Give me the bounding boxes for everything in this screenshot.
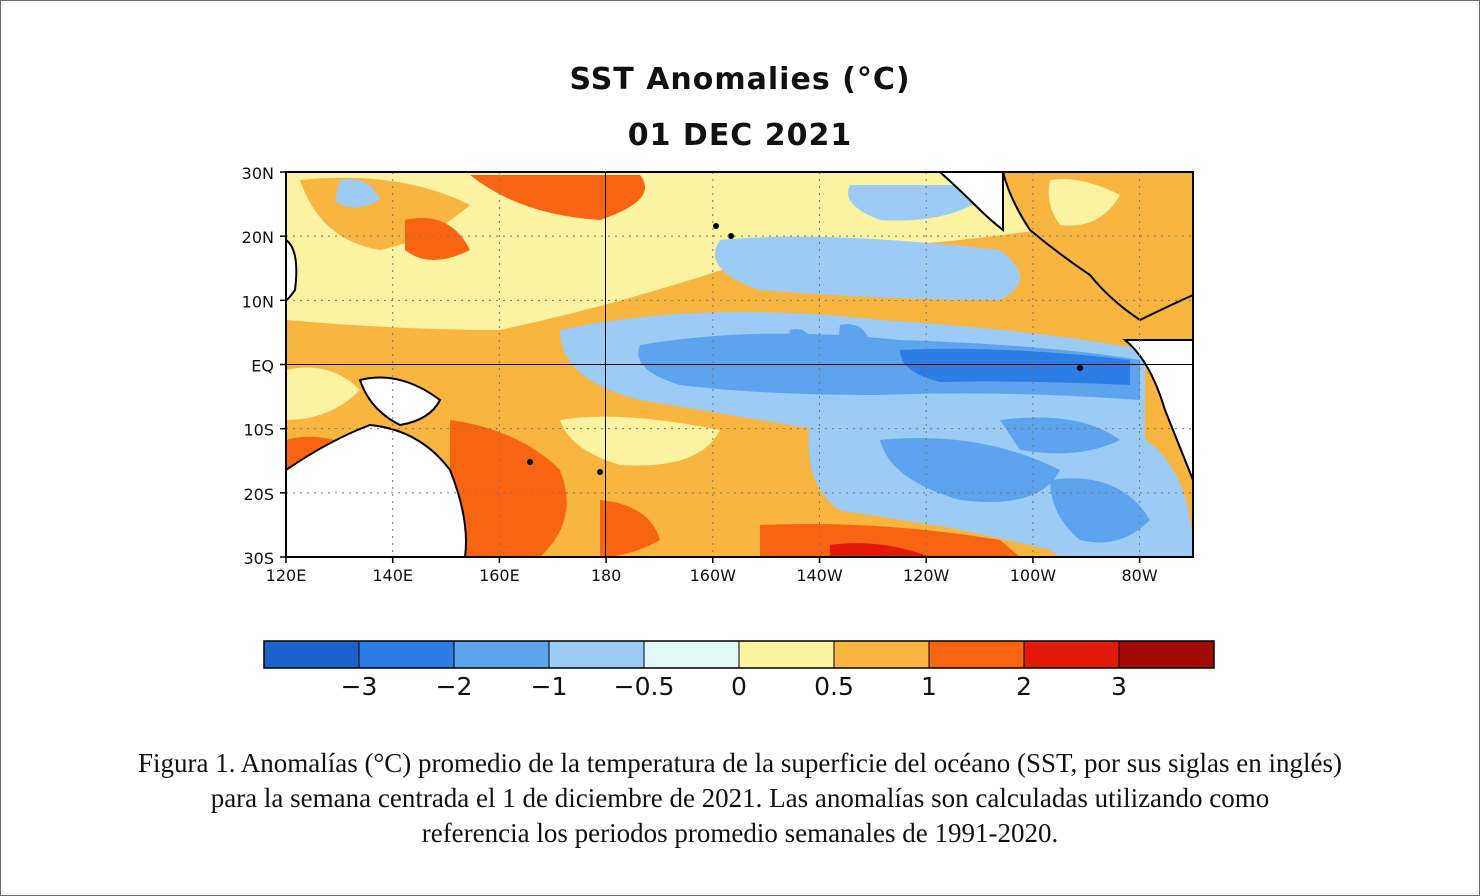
colorbar-label: 0 xyxy=(731,672,747,701)
map-title: SST Anomalies (°C) xyxy=(569,62,911,97)
colorbar-border xyxy=(263,640,1215,669)
lat-tick-label: 10S xyxy=(243,421,274,440)
lat-tick-label: 20N xyxy=(242,228,274,247)
longitude-axis: 120E 140E 160E 180 160W 140W 120W 100W 80W xyxy=(266,557,1158,585)
lat-tick-label: 10N xyxy=(242,292,274,311)
map-date: 01 DEC 2021 xyxy=(627,118,853,153)
lat-tick-label: EQ xyxy=(251,357,274,376)
lon-tick-label: 160E xyxy=(479,566,520,585)
lon-tick-label: 100W xyxy=(1010,566,1057,585)
colorbar-label: 2 xyxy=(1016,672,1032,701)
caption-line-3: referencia los periodos promedio semanal… xyxy=(421,818,1059,848)
caption-line-1: Figura 1. Anomalías (°C) promedio de la … xyxy=(138,748,1342,778)
colorbar-swatch xyxy=(263,640,360,669)
latitude-axis: 30N 20N 10N EQ 10S 20S 30S xyxy=(242,164,286,568)
colorbar-label: −0.5 xyxy=(614,672,675,701)
lat-tick-label: 30S xyxy=(243,549,274,568)
colorbar-label: 3 xyxy=(1111,672,1127,701)
lon-tick-label: 140E xyxy=(372,566,413,585)
caption-line-2: para la semana centrada el 1 de diciembr… xyxy=(210,783,1270,813)
colorbar-label: −1 xyxy=(531,672,568,701)
colorbar-swatch xyxy=(833,640,930,669)
map-gridlines xyxy=(286,172,1193,557)
colorbar-swatch xyxy=(453,640,550,669)
colorbar-swatch xyxy=(358,640,455,669)
colorbar-label: −2 xyxy=(436,672,473,701)
lat-tick-label: 20S xyxy=(243,485,274,504)
colorbar-swatch xyxy=(738,640,835,669)
colorbar-swatch xyxy=(548,640,645,669)
lon-tick-label: 140W xyxy=(796,566,843,585)
sst-anomaly-map: 30N 20N 10N EQ 10S 20S 30S 120E 140E 160E 180 160W… xyxy=(242,164,1215,701)
lat-tick-label: 30N xyxy=(242,164,274,183)
figure-caption: Figura 1. Anomalías (°C) promedio de la … xyxy=(40,746,1440,851)
colorbar-swatch xyxy=(1118,640,1215,669)
colorbar-swatch xyxy=(643,640,740,669)
colorbar-swatch xyxy=(928,640,1025,669)
colorbar-label: 0.5 xyxy=(814,672,854,701)
lon-tick-label: 160W xyxy=(690,566,737,585)
lon-tick-label: 120W xyxy=(903,566,950,585)
lon-tick-label: 80W xyxy=(1122,566,1158,585)
colorbar: −3 −2 −1 −0.5 0 0.5 1 2 3 xyxy=(263,640,1215,701)
lon-tick-label: 180 xyxy=(591,566,622,585)
lon-tick-label: 120E xyxy=(266,566,307,585)
colorbar-label: −3 xyxy=(341,672,378,701)
colorbar-swatch xyxy=(1023,640,1120,669)
colorbar-label: 1 xyxy=(921,672,937,701)
